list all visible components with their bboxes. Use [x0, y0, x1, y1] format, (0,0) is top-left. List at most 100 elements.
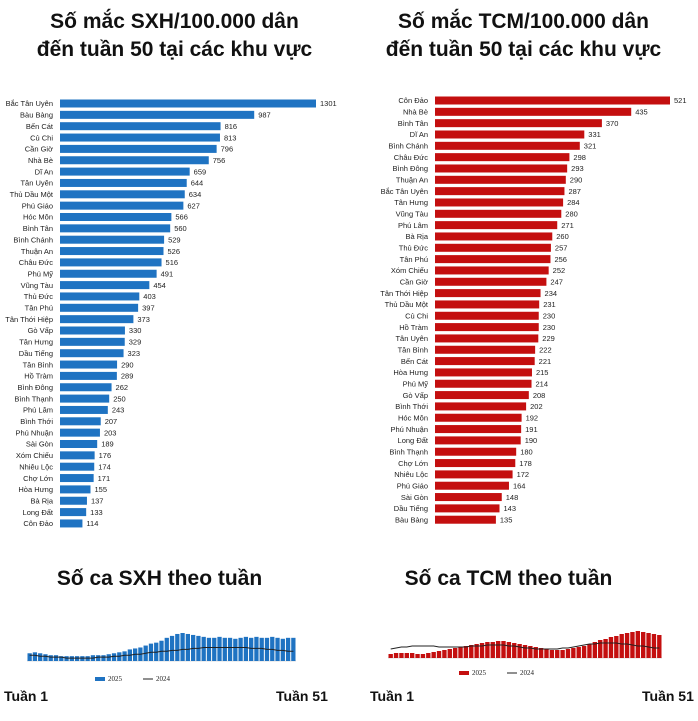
sxh-value-label: 454	[153, 281, 166, 290]
tcm-category-label: Nhiêu Lộc	[394, 470, 428, 479]
sxh-category-label: Bà Rịa	[30, 496, 53, 505]
tcm-weekly-bar	[409, 653, 415, 658]
tcm-category-label: Bà Rịa	[405, 232, 428, 241]
tcm-category-label: Nhà Bè	[403, 108, 428, 117]
tcm-value-label: 321	[584, 142, 597, 151]
sxh-value-label: 491	[161, 269, 174, 278]
tcm-value-label: 230	[543, 323, 556, 332]
sxh-category-label: Tân Bình	[23, 360, 53, 369]
sxh-legend-label-2024: 2024	[156, 675, 171, 683]
sxh-weekly-bar	[175, 633, 180, 661]
sxh-bar	[60, 383, 112, 392]
tcm-weekly-bar	[560, 650, 565, 658]
tcm-bar	[435, 243, 551, 252]
tcm-weekly-bar	[576, 647, 581, 658]
tcm-value-label: 214	[536, 379, 549, 388]
tcm-bar	[435, 311, 539, 320]
sxh-category-label: Tân Hưng	[19, 338, 53, 347]
sxh-weekly-title: Số ca SXH theo tuần	[56, 567, 263, 590]
tcm-weekly-bar	[592, 642, 598, 658]
sxh-value-label: 330	[129, 326, 142, 335]
tcm-bar	[435, 221, 558, 230]
tcm-bar	[435, 425, 522, 434]
tcm-value-label: 435	[635, 108, 648, 117]
tcm-bar	[435, 209, 562, 218]
sxh-value-label: 566	[175, 213, 188, 222]
tcm-weekly-bar	[404, 653, 409, 658]
sxh-week-start: Tuần 1	[4, 688, 49, 704]
tcm-category-label: Bình Thới	[395, 402, 428, 411]
sxh-value-label: 756	[213, 156, 226, 165]
sxh-weekly-bar	[164, 637, 169, 661]
tcm-category-label: Phú Giáo	[397, 481, 428, 490]
tcm-value-label: 247	[550, 277, 563, 286]
tcm-value-label: 229	[542, 334, 555, 343]
tcm-weekly-title: Số ca TCM theo tuần	[404, 567, 613, 590]
tcm-bar	[435, 391, 529, 400]
sxh-weekly-bar	[238, 637, 243, 661]
tcm-bar	[435, 323, 539, 332]
tcm-bar	[435, 357, 535, 366]
tcm-category-label: Thủ Dầu Một	[385, 300, 429, 309]
sxh-weekly-bar	[285, 637, 291, 661]
tcm-bar	[435, 255, 551, 264]
tcm-bar	[435, 164, 568, 173]
sxh-value-label: 403	[143, 292, 156, 301]
sxh-value-label: 114	[86, 519, 98, 528]
tcm-value-label: 192	[526, 413, 539, 422]
tcm-bar	[435, 413, 522, 422]
tcm-bar	[435, 187, 565, 196]
tcm-weekly-bar	[528, 646, 533, 658]
sxh-week-end: Tuần 51	[276, 688, 328, 704]
tcm-bar	[435, 232, 553, 241]
tcm-bar	[435, 345, 536, 354]
sxh-value-label: 174	[98, 462, 111, 471]
sxh-category-label: Nhiêu Lộc	[19, 462, 53, 471]
tcm-weekly-bar	[463, 646, 469, 658]
tcm-value-label: 180	[520, 447, 533, 456]
sxh-category-label: Xóm Chiếu	[16, 451, 53, 460]
tcm-weekly-bar	[393, 653, 399, 658]
tcm-weekly-bar	[555, 650, 560, 658]
sxh-value-label: 659	[194, 167, 207, 176]
tcm-category-label: Tân Uyên	[395, 334, 428, 343]
sxh-weekly-bar	[101, 655, 106, 661]
tcm-weekly-bar	[420, 654, 426, 658]
tcm-category-label: Thuận An	[396, 176, 428, 185]
tcm-bar	[435, 334, 539, 343]
sxh-category-label: Bến Cát	[26, 122, 54, 131]
sxh-bar	[60, 496, 87, 505]
sxh-bar	[60, 474, 94, 483]
tcm-weekly-bar	[544, 649, 549, 658]
tcm-category-label: Dầu Tiếng	[394, 504, 428, 513]
tcm-weekly-bar	[603, 639, 608, 658]
tcm-value-label: 135	[500, 515, 513, 524]
sxh-category-label: Thủ Đức	[24, 292, 53, 301]
tcm-weekly-bar	[517, 644, 522, 658]
tcm-bar	[435, 447, 517, 456]
tcm-value-label: 190	[525, 436, 538, 445]
sxh-value-label: 529	[168, 235, 181, 244]
sxh-bar	[60, 156, 209, 165]
sxh-category-label: Dĩ An	[35, 167, 53, 176]
sxh-value-label: 203	[104, 428, 117, 437]
sxh-title-line1: Số mắc SXH/100.000 dân	[50, 10, 299, 33]
tcm-bar	[435, 368, 532, 377]
sxh-category-label: Phú Lâm	[23, 406, 53, 415]
tcm-weekly-bar	[447, 649, 452, 658]
tcm-bar	[435, 481, 509, 490]
tcm-legend-swatch-2025	[459, 671, 469, 675]
tcm-category-label: Châu Đức	[394, 153, 428, 162]
tcm-value-label: 234	[545, 289, 558, 298]
tcm-weekly-bar	[646, 633, 651, 658]
sxh-category-label: Thủ Dầu Một	[10, 190, 54, 199]
sxh-category-label: Dầu Tiếng	[19, 349, 53, 358]
tcm-bar	[435, 119, 602, 128]
tcm-category-label: Củ Chi	[405, 311, 428, 320]
tcm-bar	[435, 402, 527, 411]
sxh-weekly-bar	[132, 648, 138, 661]
sxh-weekly-bar	[185, 633, 191, 661]
tcm-weekly-bar	[522, 645, 528, 658]
tcm-title: Số mắc TCM/100.000 dân đến tuần 50 tại c…	[349, 8, 698, 64]
